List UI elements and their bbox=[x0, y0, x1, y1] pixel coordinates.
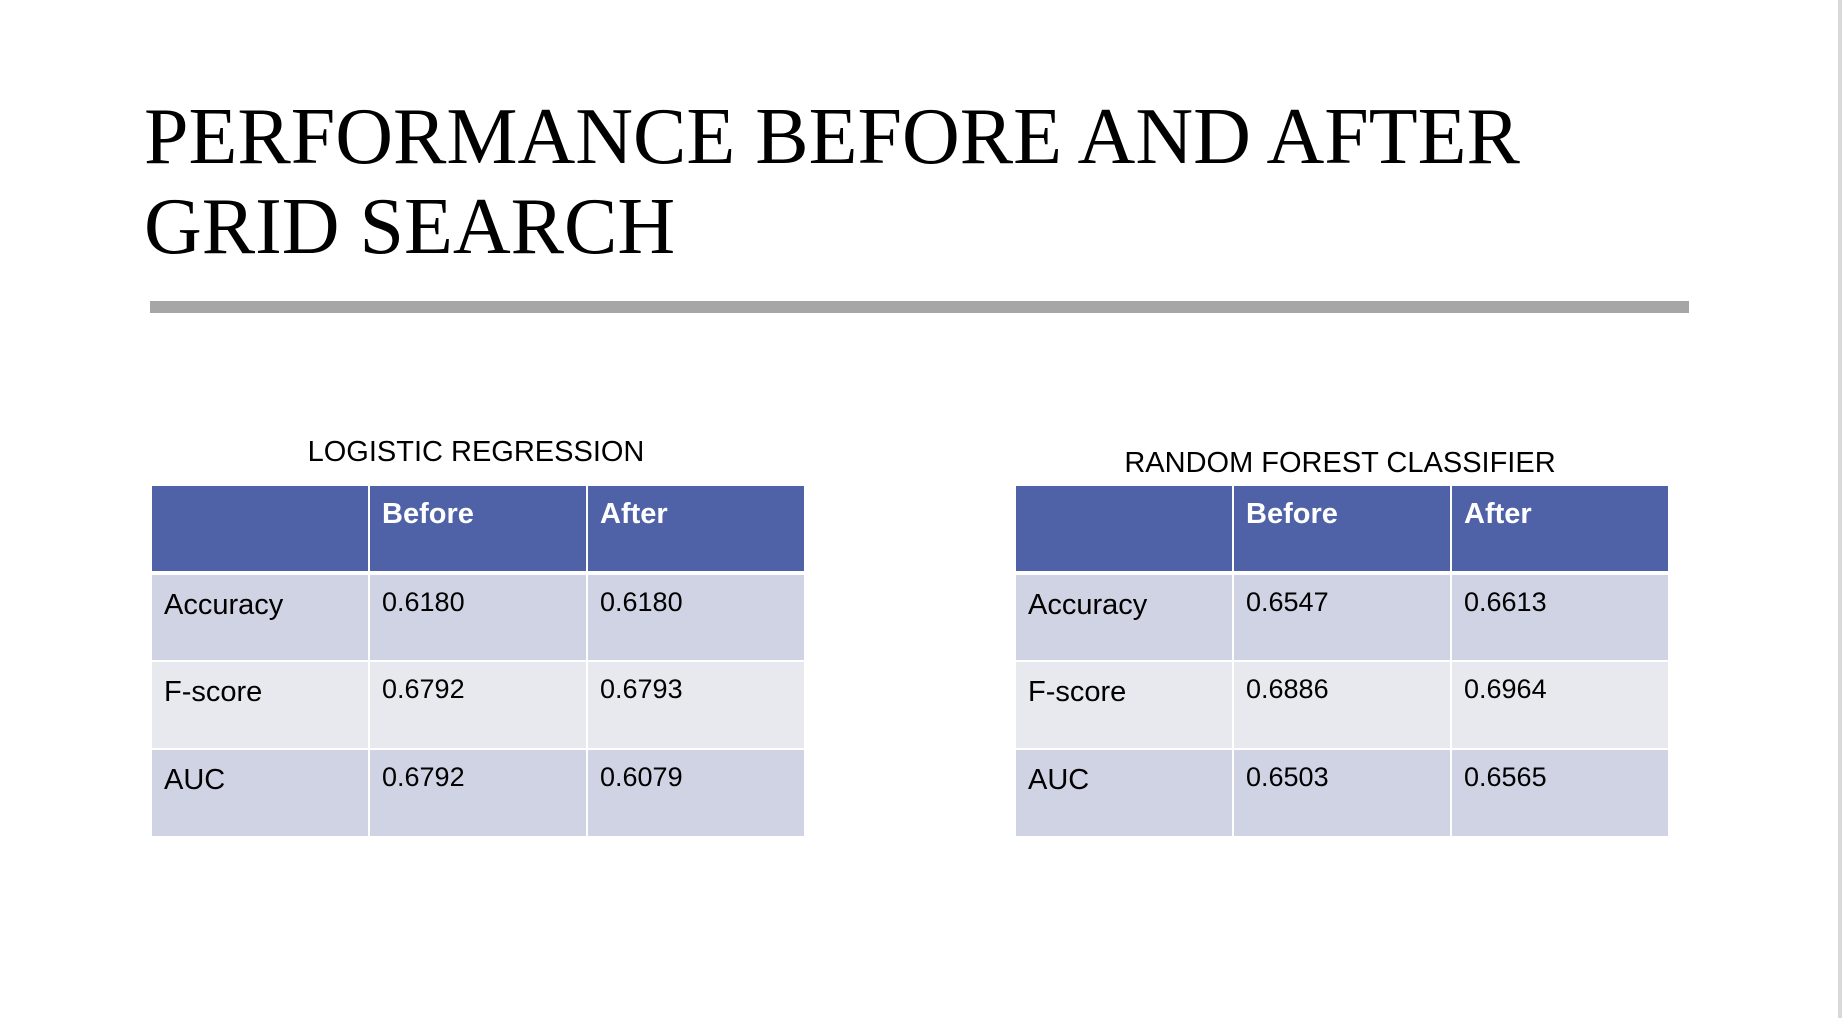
header-cell-after: After bbox=[1450, 484, 1670, 575]
table-row: AUC 0.6792 0.6079 bbox=[150, 748, 806, 838]
logistic-regression-caption: LOGISTIC REGRESSION bbox=[307, 436, 645, 468]
slide-title-line-1: PERFORMANCE BEFORE AND AFTER bbox=[144, 93, 1520, 181]
after-value-cell: 0.6964 bbox=[1450, 660, 1670, 750]
table-header-row: Before After bbox=[1014, 484, 1670, 575]
table-row: Accuracy 0.6180 0.6180 bbox=[150, 572, 806, 662]
table-header-row: Before After bbox=[150, 484, 806, 575]
metric-name-cell: F-score bbox=[150, 660, 370, 750]
header-cell-metric bbox=[1014, 484, 1234, 575]
metric-name-cell: Accuracy bbox=[1014, 572, 1234, 662]
random-forest-caption: RANDOM FOREST CLASSIFIER bbox=[1124, 447, 1556, 479]
after-value-cell: 0.6079 bbox=[586, 748, 806, 838]
before-value-cell: 0.6792 bbox=[368, 660, 588, 750]
after-value-cell: 0.6180 bbox=[586, 572, 806, 662]
table-row: AUC 0.6503 0.6565 bbox=[1014, 748, 1670, 838]
header-cell-after: After bbox=[586, 484, 806, 575]
metric-name-cell: Accuracy bbox=[150, 572, 370, 662]
table-row: F-score 0.6886 0.6964 bbox=[1014, 660, 1670, 750]
slide-title-line-2: GRID SEARCH bbox=[144, 183, 676, 271]
after-value-cell: 0.6565 bbox=[1450, 748, 1670, 838]
after-value-cell: 0.6613 bbox=[1450, 572, 1670, 662]
before-value-cell: 0.6886 bbox=[1232, 660, 1452, 750]
metric-name-cell: AUC bbox=[150, 748, 370, 838]
before-value-cell: 0.6503 bbox=[1232, 748, 1452, 838]
header-cell-metric bbox=[150, 484, 370, 575]
title-divider bbox=[150, 301, 1689, 313]
random-forest-table: Before After Accuracy 0.6547 0.6613 F-sc… bbox=[1014, 484, 1670, 838]
slide-title: PERFORMANCE BEFORE AND AFTER GRID SEARCH bbox=[144, 92, 1744, 272]
header-cell-before: Before bbox=[1232, 484, 1452, 575]
table-row: F-score 0.6792 0.6793 bbox=[150, 660, 806, 750]
logistic-regression-table: Before After Accuracy 0.6180 0.6180 F-sc… bbox=[150, 484, 806, 838]
slide-edge bbox=[1838, 0, 1842, 1018]
table-row: Accuracy 0.6547 0.6613 bbox=[1014, 572, 1670, 662]
metric-name-cell: AUC bbox=[1014, 748, 1234, 838]
header-cell-before: Before bbox=[368, 484, 588, 575]
after-value-cell: 0.6793 bbox=[586, 660, 806, 750]
metric-name-cell: F-score bbox=[1014, 660, 1234, 750]
before-value-cell: 0.6547 bbox=[1232, 572, 1452, 662]
before-value-cell: 0.6180 bbox=[368, 572, 588, 662]
before-value-cell: 0.6792 bbox=[368, 748, 588, 838]
